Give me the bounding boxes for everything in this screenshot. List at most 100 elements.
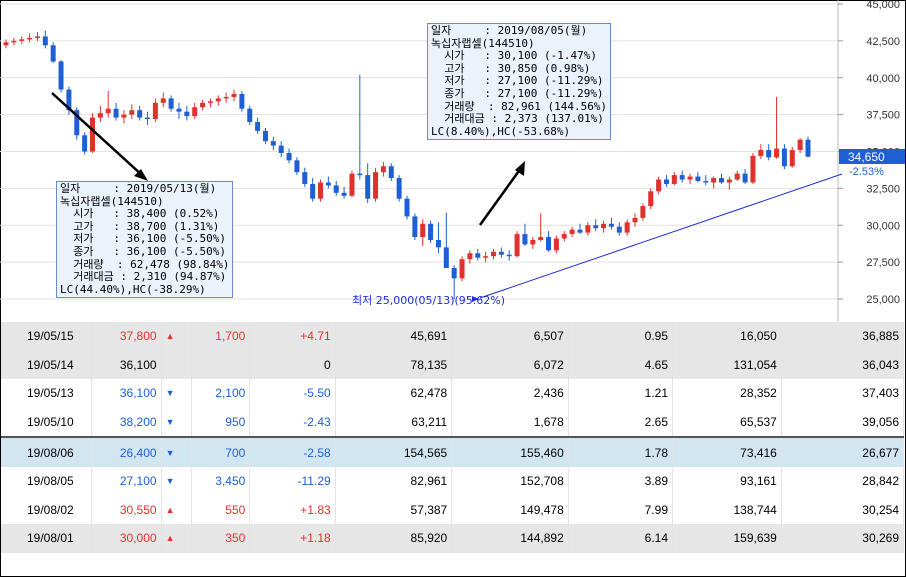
- candle-body: [58, 61, 64, 90]
- cell-arrow: ▲: [161, 495, 193, 525]
- candle-body: [396, 178, 402, 199]
- low-marker-icon: [472, 296, 479, 302]
- cell-c8: 16,050: [672, 322, 782, 351]
- table-row[interactable]: 19/05/15 37,800 ▲ 1,700 +4.71 45,691 6,507 0.95…: [1, 322, 905, 351]
- candle-body: [671, 175, 677, 184]
- candle-body: [223, 96, 229, 99]
- candle-body: [734, 173, 740, 180]
- cell-diff: 550: [191, 495, 251, 525]
- table-row[interactable]: 19/08/06 26,400 ▼ 700 -2.58 154,565 155,460 1.7…: [1, 436, 905, 467]
- y-tick-label: 40,000: [866, 73, 900, 85]
- cell-vol: 62,478: [335, 379, 453, 408]
- cell-c6: 144,892: [451, 524, 569, 553]
- cell-diff: 1,700: [191, 322, 251, 351]
- candle-body: [781, 148, 787, 167]
- cell-c6: 152,708: [451, 466, 569, 496]
- cell-pct: -2.58: [249, 436, 336, 467]
- candle-body: [255, 122, 261, 131]
- cell-c7: 4.65: [568, 350, 674, 380]
- candle-body: [766, 150, 772, 158]
- tooltip-left-row: 거래대금 : 2,310 (94.87%): [60, 270, 227, 284]
- cell-c9: 36,043: [781, 350, 905, 380]
- candle-body: [113, 108, 119, 118]
- tooltip-left: 일자 : 2019/05/13(월) 녹십자랩셀(144510) 시가 : 38,…: [56, 181, 234, 299]
- y-tick-label: 30,000: [866, 220, 900, 232]
- candle-body: [239, 93, 245, 109]
- table-row[interactable]: 19/08/01 30,000 ▲ 350 +1.18 85,920 144,892 6.14…: [1, 524, 905, 553]
- current-price-tag: 34,650: [839, 149, 905, 164]
- tooltip-left-row: 시가 : 38,400 (0.52%): [60, 207, 220, 221]
- cell-diff: 350: [191, 524, 251, 553]
- cell-c8: 73,416: [672, 436, 782, 467]
- cell-arrow: ▲: [161, 524, 193, 553]
- tooltip-left-row: 녹십자랩셀(144510): [60, 194, 164, 208]
- cell-vol: 85,920: [335, 524, 453, 553]
- cell-close: 30,000: [91, 524, 162, 553]
- cell-pct: +1.83: [249, 495, 336, 525]
- tooltip-right-row: LC(8.40%),HC(-53.68%): [431, 124, 571, 138]
- cell-c9: 28,842: [781, 466, 905, 496]
- candle-body: [608, 223, 614, 227]
- candle-body: [593, 225, 599, 229]
- candle-body: [506, 254, 512, 257]
- candle-body: [569, 229, 575, 235]
- candle-body: [451, 268, 457, 279]
- candle-body: [200, 102, 206, 108]
- candle-body: [27, 37, 33, 40]
- cell-arrow: ▼: [161, 436, 193, 467]
- candle-body: [388, 166, 394, 179]
- tooltip-right-row: 시가 : 30,100 (-1.47%): [431, 49, 597, 63]
- cell-diff: 950: [191, 407, 251, 438]
- candle-body: [404, 198, 410, 217]
- tooltip-right-row: 고가 : 30,850 (0.98%): [431, 61, 591, 75]
- candle-body: [50, 45, 56, 62]
- cell-diff: 2,100: [191, 379, 251, 408]
- candle-body: [82, 135, 88, 152]
- y-tick-label: 45,000: [866, 0, 900, 11]
- candle-body: [380, 166, 386, 173]
- cell-c9: 37,403: [781, 379, 905, 408]
- cell-c9: 30,269: [781, 524, 905, 553]
- cell-vol: 63,211: [335, 407, 453, 438]
- candle-body: [546, 237, 552, 251]
- candle-body: [97, 113, 103, 118]
- candle-body: [302, 172, 308, 184]
- low-price-label: 최저 25,000(05/13)(95.62%): [352, 294, 506, 307]
- table-row[interactable]: 19/05/13 36,100 ▼ 2,100 -5.50 62,478 2,436 1.21…: [1, 379, 905, 408]
- cell-c6: 1,678: [451, 407, 569, 438]
- cell-pct: -2.43: [249, 407, 336, 438]
- cell-diff: [191, 350, 251, 380]
- trend-line[interactable]: [479, 173, 843, 299]
- candle-body: [428, 223, 434, 240]
- table-row[interactable]: 19/05/10 38,200 ▼ 950 -2.43 63,211 1,678 2.65 65…: [1, 407, 905, 438]
- candle-body: [325, 182, 331, 186]
- y-tick-label: 25,000: [866, 294, 900, 306]
- cell-c8: 65,537: [672, 407, 782, 438]
- candle-body: [797, 139, 803, 151]
- grid-lines: [0, 3, 838, 300]
- candle-body: [632, 217, 638, 223]
- tooltip-right-row: 종가 : 27,100 (-11.29%): [431, 86, 604, 100]
- candle-series: [3, 30, 811, 299]
- tooltip-left-row: 일자 : 2019/05/13(월): [60, 182, 217, 195]
- cell-c7: 7.99: [568, 495, 674, 525]
- candle-body: [789, 150, 795, 167]
- table-row[interactable]: 19/08/02 30,550 ▲ 550 +1.83 57,387 149,478 7.99…: [1, 495, 905, 525]
- candle-body: [616, 226, 622, 233]
- candle-body: [270, 141, 276, 146]
- cell-diff: 3,450: [191, 466, 251, 496]
- cell-c6: 149,478: [451, 495, 569, 525]
- tooltip-right: 일자 : 2019/08/05(월) 녹십자랩셀(144510) 시가 : 30,…: [427, 23, 612, 141]
- cell-c6: 6,072: [451, 350, 569, 380]
- cell-c7: 3.89: [568, 466, 674, 496]
- table-row[interactable]: 19/08/05 27,100 ▼ 3,450 -11.29 82,961 152,708 3…: [1, 466, 905, 496]
- candle-body: [215, 98, 221, 102]
- table-row[interactable]: 19/05/14 36,100 0 78,135 6,072 4.65 131,054 36,…: [1, 350, 905, 380]
- cell-vol: 154,565: [335, 436, 453, 467]
- candle-body: [475, 253, 481, 258]
- cell-pct: -11.29: [249, 466, 336, 496]
- candle-body: [365, 175, 371, 199]
- candle-body: [294, 160, 300, 173]
- cell-c8: 138,744: [672, 495, 782, 525]
- candle-body: [152, 102, 158, 120]
